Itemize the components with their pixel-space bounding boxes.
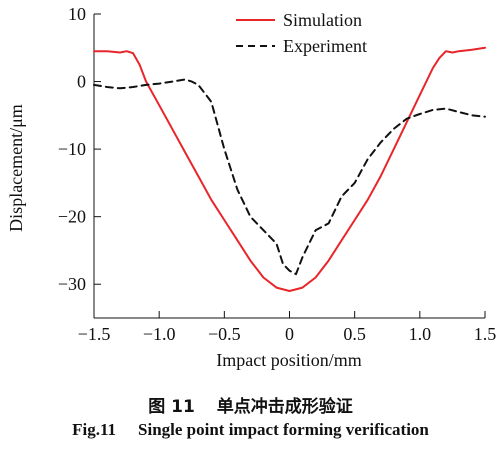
y-axis-label: Displacement/μm [6, 104, 26, 232]
caption-cn-title: 单点冲击成形验证 [216, 397, 353, 417]
series-line-simulation [93, 46, 486, 292]
x-tick-label: 1.0 [409, 324, 432, 344]
y-tick-label: 10 [68, 4, 86, 24]
x-tick-label: −1.0 [143, 324, 176, 344]
legend-label-experiment: Experiment [283, 36, 367, 56]
caption-en-title: Single point impact forming verification [138, 420, 429, 439]
y-tick-label: −10 [58, 139, 86, 159]
x-tick-label: 0.5 [343, 324, 366, 344]
y-tick-label: −20 [58, 207, 86, 227]
y-tick-label: −30 [58, 274, 86, 294]
series-layer [93, 46, 486, 292]
y-tick-label: 0 [77, 72, 86, 92]
x-tick-label: −1.5 [78, 324, 111, 344]
caption-en-fig-number: Fig.11 [72, 420, 117, 439]
line-chart: 10 0 −10 −20 −30 −1.5 −1.0 −0.5 0 0.5 1.0 1.5 Simu… [6, 4, 497, 370]
figure-caption-chinese: 图 11 单点冲击成形验证 [0, 392, 501, 417]
series-line-experiment [93, 78, 486, 276]
caption-cn-fig-number: 图 11 [148, 397, 195, 417]
x-tick-label: −0.5 [208, 324, 241, 344]
legend: Simulation Experiment [236, 10, 367, 56]
y-ticks: 10 0 −10 −20 −30 [58, 4, 101, 294]
axes-frame [93, 14, 485, 319]
x-tick-label: 1.5 [474, 324, 497, 344]
x-axis-label: Impact position/mm [216, 350, 362, 370]
x-ticks: −1.5 −1.0 −0.5 0 0.5 1.0 1.5 [78, 311, 497, 344]
x-tick-label: 0 [285, 324, 294, 344]
legend-label-simulation: Simulation [283, 10, 362, 30]
figure-caption-english: Fig.11 Single point impact forming verifi… [0, 420, 501, 440]
